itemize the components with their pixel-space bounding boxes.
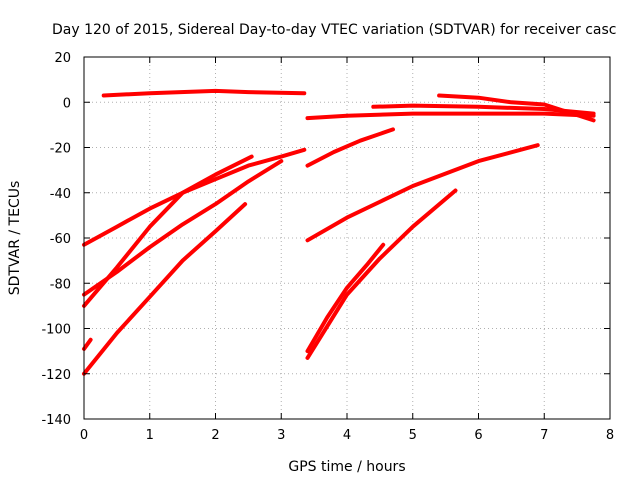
series-line-5 [82, 202, 248, 376]
x-axis-label: GPS time / hours [288, 459, 405, 475]
y-tick-label: -120 [41, 368, 71, 383]
x-tick-label: 7 [540, 428, 548, 443]
y-tick-label: -80 [50, 277, 71, 292]
series-line-7 [305, 127, 395, 168]
y-tick-label: 0 [63, 96, 71, 111]
x-tick-label: 2 [211, 428, 219, 443]
y-tick-label: -20 [50, 142, 71, 157]
x-tick-label: 8 [606, 428, 614, 443]
series-line-3 [82, 159, 284, 297]
series-group [82, 88, 596, 376]
x-tick-label: 4 [343, 428, 351, 443]
y-tick-label: -40 [50, 187, 71, 202]
series-line-13 [305, 188, 458, 360]
x-tick-label: 1 [146, 428, 154, 443]
ticks: -140 -120 -100 -80 -60 -40 -20 0 20 0 1 2 3 4 5 6 7 8 [41, 51, 614, 443]
series-line-8 [305, 143, 540, 243]
x-tick-label: 3 [277, 428, 285, 443]
y-tick-label: -60 [50, 232, 71, 247]
chart-title: Day 120 of 2015, Sidereal Day-to-day VTE… [52, 22, 616, 38]
series-line-6 [82, 337, 93, 351]
plot-frame [83, 56, 611, 420]
y-axis-label: SDTVAR / TECUs [7, 181, 23, 296]
series-line-2 [82, 147, 307, 247]
series-line-1 [101, 88, 307, 98]
series-line-9 [305, 111, 596, 121]
series-line-11 [437, 93, 596, 123]
y-tick-label: 20 [54, 51, 71, 66]
series-line-4 [82, 154, 254, 308]
y-tick-label: -100 [41, 323, 71, 338]
y-tick-label: -140 [41, 413, 71, 428]
x-tick-label: 5 [409, 428, 417, 443]
series-line-12 [305, 242, 386, 354]
x-tick-label: 6 [474, 428, 482, 443]
x-tick-label: 0 [80, 428, 88, 443]
